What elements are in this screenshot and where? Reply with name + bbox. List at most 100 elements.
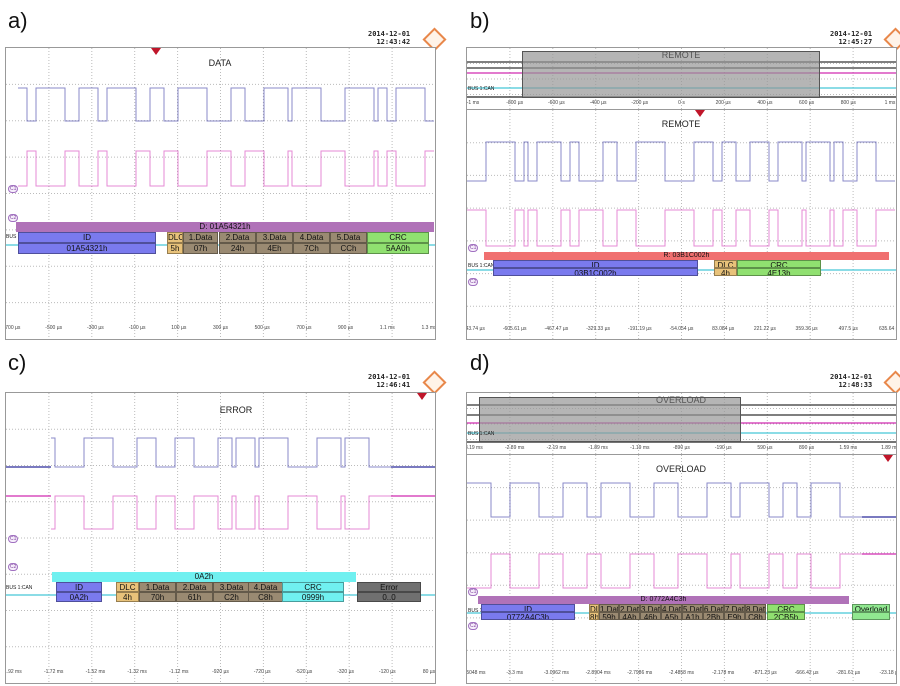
zoom-window[interactable] xyxy=(479,397,741,442)
segment-value: 2CB5h xyxy=(767,612,805,620)
axis-tick-label: 200 µs xyxy=(715,100,731,106)
channel-2-marker[interactable]: C2 xyxy=(468,278,479,286)
axis-tick-label: 0 s xyxy=(678,100,685,106)
axis-tick-label: 800 µs xyxy=(840,100,856,106)
rs-logo-icon xyxy=(422,370,447,395)
axis-tick-label: -920 µs xyxy=(212,669,229,675)
segment-name: 4.Data xyxy=(248,582,283,592)
axis-tick-label: -2.7986 ms xyxy=(627,670,653,676)
axis-tick-label: 83.084 µs xyxy=(712,326,735,332)
axis-tick-label: -23.18 µs xyxy=(879,670,896,676)
segment-name: 2.Data xyxy=(619,604,640,612)
axis-tick-label: -1.72 ms xyxy=(43,669,64,675)
axis-tick-label: 1.3 ms xyxy=(421,325,436,331)
axis-tick-label: 890 µs xyxy=(799,445,815,451)
segment-value: 8h xyxy=(589,612,599,620)
axis-tick-label: -467.47 µs xyxy=(544,326,569,332)
trigger-marker-icon[interactable] xyxy=(417,393,427,400)
axis-tick-label: 590 µs xyxy=(757,445,773,451)
bus-label: BUS 1:CAN xyxy=(468,86,495,92)
segment-value: 4h xyxy=(116,592,139,602)
segment-name: 8.Data xyxy=(745,604,766,612)
axis-tick-label: -666.42 µs xyxy=(794,670,819,676)
axis-tick-label: 400 µs xyxy=(757,100,773,106)
axis-tick-label: -1.19 ms xyxy=(630,445,650,451)
axis-tick-label: -890 µs xyxy=(673,445,690,451)
scope-panel-b[interactable]: REMOTE C1 C2 R: 03B1C002h BUS 1:CAN ID 03… xyxy=(466,109,897,340)
segment-name: 1.Data xyxy=(599,604,619,612)
axis-tick-label: -300 µs xyxy=(87,325,104,331)
segment-name: CRC xyxy=(737,260,821,268)
scope-overview-d[interactable]: OVERLOAD BUS 1:CAN -3.19 ms -2.89 ms -2.19… xyxy=(466,392,897,456)
axis-tick-label: -281.61 µs xyxy=(836,670,861,676)
segment-name: CRC xyxy=(767,604,805,612)
axis-tick-label: -520 µs xyxy=(295,669,313,675)
segment-value: 61h xyxy=(176,592,213,602)
scope-overview-b[interactable]: REMOTE BUS 1:CAN -1 ms -800 µs -600 µs -400… xyxy=(466,47,897,111)
segment-value: A5h xyxy=(661,612,682,620)
axis-tick-label: -3.19 ms xyxy=(467,445,483,451)
segment-name: 3.Data xyxy=(213,582,250,592)
axis-tick-label: -190 µs xyxy=(714,445,732,451)
scope-panel-a[interactable]: DATA C1 C2 D: 01A54321h BUS 1:CAN ID01A5… xyxy=(5,47,436,340)
scope-panel-c[interactable]: ERROR C1 C2 0A2h BUS 1:CAN ID 0A2h DLC 4h 1.… xyxy=(5,392,436,684)
segment-value: A1h xyxy=(682,612,703,620)
frame-header: D: 01A54321h xyxy=(16,222,434,232)
channel-1-marker[interactable]: C1 xyxy=(8,535,19,543)
segment-value: 0..0 xyxy=(357,592,421,602)
axis-tick-label: -329.33 µs xyxy=(586,326,610,332)
zoom-window[interactable] xyxy=(522,51,820,98)
segment-value: 70h xyxy=(139,592,176,602)
channel-2-marker[interactable]: C2 xyxy=(8,214,19,222)
frame-header: R: 03B1C002h xyxy=(484,252,889,260)
axis-tick-label: 700 µs xyxy=(296,325,312,331)
segment-name: ID xyxy=(481,604,575,612)
channel-2-marker[interactable]: C2 xyxy=(468,622,479,630)
segment-name: DLC xyxy=(116,582,139,592)
channel-2-marker[interactable]: C2 xyxy=(8,563,19,571)
time: 12:48:33 xyxy=(838,381,873,389)
segment-value: 4Ah xyxy=(619,612,640,620)
segment-name: 3.Data xyxy=(640,604,661,612)
segment-value: E9h xyxy=(724,612,745,620)
axis-tick-label: -3.3 ms xyxy=(506,670,524,676)
segment-value xyxy=(852,612,890,620)
panel-c-timestamp: 2014-12-01 12:46:41 xyxy=(368,373,410,389)
channel-2-trace xyxy=(18,150,434,187)
axis-tick-label: 600 µs xyxy=(799,100,815,106)
segment-name: Overload xyxy=(852,604,890,612)
segment-value: 0999h xyxy=(282,592,344,602)
axis-tick-label: -2.89 ms xyxy=(504,445,525,451)
channel-1-marker[interactable]: C1 xyxy=(8,185,19,193)
channel-2-trace xyxy=(51,495,391,530)
segment-name: ID xyxy=(18,232,156,243)
segment-name: CRC xyxy=(282,582,344,592)
trigger-marker-icon[interactable] xyxy=(883,455,893,462)
segment-value: CCh xyxy=(330,243,367,254)
axis-tick-label: -871.23 µs xyxy=(753,670,777,676)
axis-tick-label: -100 µs xyxy=(128,325,146,331)
scope-panel-d[interactable]: OVERLOAD C1 C2 D: 0772A4C3h BUS 1:CAN ID… xyxy=(466,454,897,684)
waveform-title: DATA xyxy=(208,58,232,68)
axis-tick-label: -500 µs xyxy=(45,325,63,331)
segment-name: 1.Data xyxy=(139,582,176,592)
axis-tick-label: -320 µs xyxy=(337,669,354,675)
axis-tick-label: -3.5048 ms xyxy=(466,670,486,676)
waveform-title: ERROR xyxy=(219,405,253,415)
trigger-marker-icon[interactable] xyxy=(695,110,705,117)
axis-tick-label: -191.19 µs xyxy=(627,326,652,332)
trigger-marker-icon[interactable] xyxy=(151,48,161,55)
segment-value: C8h xyxy=(745,612,766,620)
axis-tick-label: 635.64 µs xyxy=(878,326,896,332)
channel-1-trace xyxy=(18,87,434,122)
axis-tick-label: 300 µs xyxy=(212,325,229,331)
segment-name: DLC xyxy=(167,232,183,243)
bus-label: BUS 1:CAN xyxy=(468,431,495,437)
channel-1-marker[interactable]: C1 xyxy=(468,588,479,596)
time: 12:46:41 xyxy=(376,381,411,389)
axis-tick-label: 221.22 µs xyxy=(753,326,776,332)
segment-value: 2Bh xyxy=(703,612,724,620)
segment-value: 7Ch xyxy=(293,243,330,254)
channel-1-marker[interactable]: C1 xyxy=(468,244,479,252)
panel-c-label: c) xyxy=(8,350,27,375)
